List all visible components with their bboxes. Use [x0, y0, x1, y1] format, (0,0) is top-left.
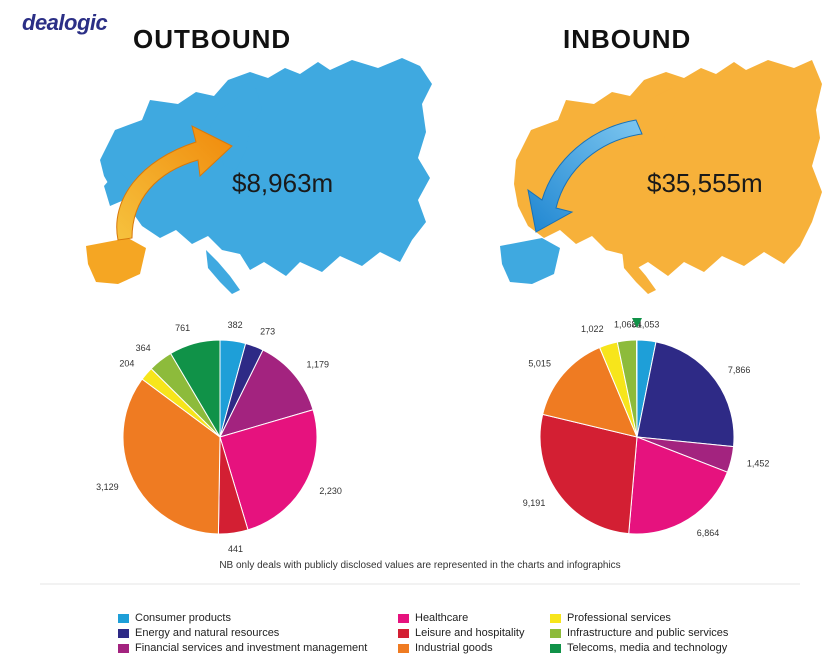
inbound-pie-label: 9,191	[523, 498, 546, 508]
legend-swatch	[398, 643, 409, 653]
legend-swatch	[550, 613, 561, 623]
inbound-pie-label: 6,864	[697, 528, 720, 538]
inbound-italy	[622, 250, 656, 294]
outbound-pie-label: 364	[136, 343, 151, 353]
legend-label: Financial services and investment manage…	[135, 642, 368, 654]
outbound-pie-label: 441	[228, 544, 243, 554]
legend-label: Industrial goods	[415, 642, 493, 654]
outbound-pie-label: 1,179	[307, 359, 330, 369]
inbound-pie-label: 5,015	[528, 359, 551, 369]
outbound-arrow	[116, 125, 233, 241]
outbound-pie-label: 273	[260, 326, 275, 336]
inbound-pie-slice	[636, 341, 735, 448]
legend-item: Leisure and hospitality	[398, 627, 524, 639]
legend-label: Energy and natural resources	[135, 627, 280, 639]
legend-label: Professional services	[567, 612, 671, 624]
inbound-heading: INBOUND	[563, 24, 692, 54]
outbound-pie-slice	[122, 378, 221, 535]
outbound-pie-slice	[219, 349, 314, 438]
outbound-italy	[206, 250, 240, 294]
outbound-pie-label: 761	[175, 323, 190, 333]
legend-swatch	[398, 613, 409, 623]
inbound-pie-label: 1,068	[614, 320, 637, 330]
inbound-scandinavia	[626, 88, 678, 170]
inbound-arrow	[527, 119, 643, 233]
inbound-pie-slice	[539, 413, 638, 535]
legend-swatch	[550, 628, 561, 638]
outbound-pie-label: 382	[228, 320, 243, 330]
legend-label: Infrastructure and public services	[567, 627, 729, 639]
inbound-pie-label: 7,866	[728, 365, 751, 375]
legend-swatch	[550, 643, 561, 653]
legend-item: Industrial goods	[398, 642, 493, 654]
outbound-total: $8,963m	[232, 168, 334, 198]
inbound-europe-map	[500, 60, 822, 294]
inbound-iberia	[500, 238, 560, 284]
legend-label: Telecoms, media and technology	[567, 642, 728, 654]
legend-item: Professional services	[550, 612, 671, 624]
legend-item: Consumer products	[118, 612, 231, 624]
legend-item: Financial services and investment manage…	[118, 642, 367, 654]
outbound-pie-slice	[219, 409, 318, 531]
inbound-pie-label: 1,022	[581, 324, 604, 334]
legend-item: Healthcare	[398, 612, 468, 624]
outbound-pie-label: 2,230	[319, 486, 342, 496]
inbound-pie-slice	[542, 346, 638, 438]
outbound-europe-map	[86, 58, 432, 294]
inbound-pie-label: 1,452	[747, 458, 770, 468]
legend-item: Energy and natural resources	[118, 627, 279, 639]
inbound-pie-slice	[628, 436, 729, 535]
legend: Consumer products Energy and natural res…	[118, 612, 798, 662]
outbound-iberia	[86, 238, 146, 284]
legend-label: Consumer products	[135, 612, 231, 624]
legend-swatch	[118, 643, 129, 653]
inbound-pie-chart: 1,053 7,866 1,452 6,864 9,191 5,015 1,022 1,068…	[523, 318, 770, 538]
disclosure-note: NB only deals with publicly disclosed va…	[219, 560, 621, 571]
dealogic-logo: dealogic	[22, 10, 108, 35]
legend-label: Leisure and hospitality	[415, 627, 525, 639]
legend-swatch	[118, 628, 129, 638]
outbound-pie-slice	[169, 339, 221, 439]
inbound-total: $35,555m	[647, 168, 763, 198]
inbound-small-slice-marker	[632, 318, 642, 328]
outbound-heading: OUTBOUND	[133, 24, 292, 54]
legend-item: Telecoms, media and technology	[550, 642, 727, 654]
legend-swatch	[118, 613, 129, 623]
outbound-pie-label: 204	[119, 358, 134, 368]
legend-swatch	[398, 628, 409, 638]
outbound-pie-label: 3,129	[96, 482, 119, 492]
legend-label: Healthcare	[415, 612, 469, 624]
inbound-pie-label: 1,053	[637, 320, 660, 330]
legend-item: Infrastructure and public services	[550, 627, 728, 639]
outbound-uk	[104, 170, 128, 206]
